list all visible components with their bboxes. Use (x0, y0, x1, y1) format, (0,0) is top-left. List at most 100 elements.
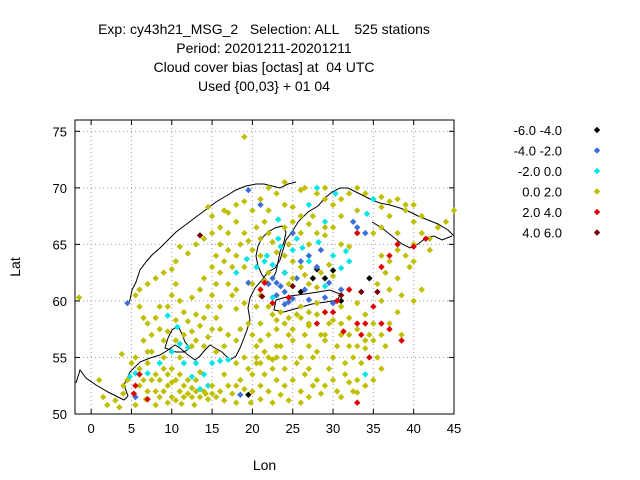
title-line-3: Cloud cover bias [octas] at 04 UTC (153, 59, 375, 75)
data-point-series-3 (257, 337, 264, 344)
data-point-series-2 (126, 373, 134, 380)
data-point-series-3 (394, 309, 401, 316)
data-point-series-3 (333, 388, 341, 395)
data-point-series-3 (128, 359, 135, 367)
legend-label: -2.0 0.0 (518, 164, 562, 179)
data-point-series-3 (269, 365, 276, 372)
data-point-series-3 (180, 309, 188, 316)
y-axis-label: Lat (7, 257, 23, 277)
data-point-series-3 (116, 404, 123, 411)
data-point-series-3 (261, 371, 268, 378)
data-point-series-3 (358, 359, 365, 367)
data-point-series-3 (273, 325, 280, 333)
data-point-series-3 (249, 388, 256, 395)
data-point-series-3 (305, 280, 313, 288)
data-point-series-3 (265, 207, 272, 214)
data-point-series-3 (257, 359, 264, 367)
data-point-series-3 (176, 388, 184, 395)
data-point-series-0 (309, 275, 317, 282)
data-point-series-3 (325, 261, 333, 268)
data-point-series-4 (257, 286, 264, 293)
data-point-series-3 (321, 224, 329, 231)
data-point-series-3 (208, 263, 216, 271)
data-point-series-2 (299, 244, 306, 251)
data-point-series-2 (332, 190, 339, 197)
data-point-series-3 (164, 303, 171, 310)
data-point-series-3 (370, 337, 377, 344)
data-point-series-2 (363, 210, 371, 218)
data-point-series-3 (202, 390, 209, 397)
data-point-series-1 (350, 218, 357, 225)
data-point-series-3 (156, 376, 163, 384)
data-point-series-3 (297, 263, 304, 271)
data-point-series-3 (305, 309, 313, 316)
data-point-series-3 (200, 235, 208, 242)
data-point-series-3 (309, 382, 317, 389)
data-point-series-3 (450, 207, 458, 214)
data-point-series-3 (176, 243, 184, 250)
data-point-series-3 (398, 292, 405, 299)
x-axis-label: Lon (253, 457, 276, 473)
data-point-series-3 (402, 201, 409, 209)
data-point-series-3 (386, 286, 393, 293)
data-point-series-3 (233, 286, 240, 293)
data-point-series-3 (200, 314, 208, 322)
coastline-map (75, 181, 455, 401)
data-point-series-3 (220, 371, 228, 378)
data-point-series-3 (156, 325, 163, 333)
data-point-series-2 (263, 252, 271, 259)
data-point-series-2 (345, 258, 353, 265)
data-point-series-3 (196, 322, 204, 329)
data-point-series-3 (156, 303, 163, 310)
data-point-series-3 (301, 184, 309, 192)
data-point-series-3 (233, 252, 240, 259)
data-point-series-3 (257, 320, 264, 327)
data-point-series-1 (354, 224, 361, 231)
data-point-series-3 (225, 229, 232, 237)
data-point-series-2 (305, 201, 313, 209)
data-point-series-2 (315, 238, 322, 246)
data-point-series-3 (394, 229, 401, 237)
data-point-series-3 (337, 241, 345, 248)
data-point-series-3 (337, 212, 345, 220)
data-point-series-3 (220, 207, 228, 214)
data-point-series-3 (354, 207, 361, 214)
legend-label: -4.0 -2.0 (514, 144, 562, 159)
data-point-series-3 (168, 266, 175, 273)
data-point-series-1 (257, 201, 264, 209)
data-point-series-3 (140, 376, 147, 384)
data-point-series-3 (216, 224, 224, 231)
data-point-series-3 (104, 401, 111, 409)
data-point-series-3 (216, 269, 224, 276)
data-point-series-3 (212, 393, 220, 401)
data-point-series-3 (249, 246, 256, 254)
data-point-series-3 (301, 331, 309, 339)
data-point-series-3 (362, 190, 369, 197)
data-point-series-3 (285, 397, 292, 404)
x-tick-label: 15 (205, 421, 219, 436)
data-point-series-2 (275, 216, 282, 223)
data-point-series-3 (321, 195, 329, 203)
data-point-series-3 (378, 365, 385, 372)
data-point-series-3 (160, 365, 167, 372)
data-point-series-2 (204, 382, 212, 389)
data-point-series-4 (362, 320, 369, 327)
data-point-series-2 (174, 323, 181, 331)
data-point-series-3 (370, 320, 377, 327)
data-point-series-3 (237, 325, 244, 333)
data-point-series-3 (184, 318, 192, 325)
data-point-series-3 (237, 241, 244, 248)
data-point-series-3 (362, 345, 369, 352)
data-point-series-3 (249, 371, 256, 378)
data-point-series-3 (418, 229, 425, 237)
data-point-series-3 (160, 337, 167, 344)
data-point-series-3 (196, 368, 204, 376)
data-point-series-2 (305, 258, 313, 265)
data-point-series-3 (192, 241, 200, 248)
data-point-series-3 (204, 396, 212, 403)
y-tick-label: 75 (53, 124, 67, 139)
data-point-series-3 (112, 397, 119, 404)
data-point-series-3 (410, 218, 417, 225)
data-point-series-3 (285, 241, 292, 248)
data-point-series-4 (354, 320, 361, 327)
